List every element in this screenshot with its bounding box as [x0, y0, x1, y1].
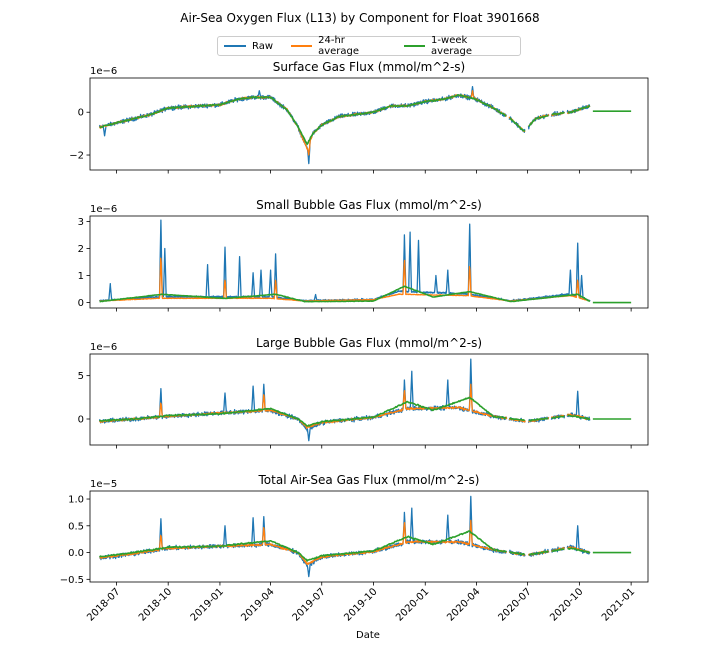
xtick-label: 2019-10 [342, 586, 379, 623]
panel-2-title: Small Bubble Gas Flux (mmol/m^2-s) [256, 198, 482, 212]
panel-4-ytick-label: −0.5 [60, 575, 84, 586]
xtick-label: 2019-04 [239, 586, 276, 623]
panel-1-series-1-week-average [99, 94, 591, 146]
panel-2-ytick-label: 0 [78, 298, 84, 309]
xtick-label: 2020-07 [496, 586, 533, 623]
panel-2-series-1-week-average [99, 285, 591, 303]
legend-item-1week: 1-week average [403, 35, 508, 57]
xtick-label: 2020-10 [548, 586, 585, 623]
xtick-label: 2020-01 [394, 586, 431, 623]
panel-3-series-raw [98, 358, 591, 442]
panel-2-scale-label: 1e−6 [90, 204, 117, 215]
panel-3-ytick-label: 0 [78, 415, 84, 426]
panel-3-scale-label: 1e−6 [90, 342, 117, 353]
panel-2-ytick-label: 1 [78, 271, 84, 282]
legend-label-raw: Raw [252, 40, 274, 52]
panel-2-ytick-label: 3 [78, 217, 84, 228]
panel-4-ytick-label: 1.0 [68, 495, 84, 506]
panel-4-series-24-hr-average [99, 519, 591, 565]
panel-4-scale-label: 1e−5 [90, 479, 117, 490]
panel-4-ytick-label: 0.0 [68, 548, 84, 559]
legend-swatch-raw [224, 45, 246, 47]
panel-1-ytick-label: 0 [78, 108, 84, 119]
panel-2-ytick-label: 2 [78, 244, 84, 255]
xtick-label: 2019-01 [189, 586, 226, 623]
x-axis-label: Date [356, 630, 380, 641]
legend-item-raw: Raw [224, 41, 273, 52]
panel-4-series-1-week-average [98, 530, 591, 562]
panel-1-series-raw [98, 85, 591, 165]
panel-3-title: Large Bubble Gas Flux (mmol/m^2-s) [256, 336, 482, 350]
panel-4-ytick-label: 0.5 [68, 521, 84, 532]
legend-swatch-1week [403, 45, 426, 47]
xtick-label: 2019-07 [291, 586, 328, 623]
panel-1-ytick-label: −2 [69, 151, 84, 162]
figure-title: Air-Sea Oxygen Flux (L13) by Component f… [180, 11, 540, 25]
xtick-label: 2020-04 [445, 586, 482, 623]
panel-3-ytick-label: 5 [78, 371, 84, 382]
legend-item-24hr: 24-hr average [291, 35, 386, 57]
legend-label-1week: 1-week average [431, 35, 472, 57]
xtick-label: 2018-10 [137, 586, 174, 623]
panel-2-series-raw [98, 219, 591, 302]
panel-3-frame [89, 353, 649, 446]
panel-2-frame [89, 215, 649, 309]
panel-1-frame [89, 77, 649, 171]
panel-3-series-1-week-average [99, 396, 591, 427]
xtick-label: 2021-01 [600, 586, 637, 623]
panel-1-scale-label: 1e−6 [90, 66, 117, 77]
legend-swatch-24hr [291, 45, 313, 47]
panel-1-title: Surface Gas Flux (mmol/m^2-s) [273, 60, 465, 74]
panel-4-frame [89, 490, 649, 583]
xtick-label: 2018-07 [85, 586, 122, 623]
panel-4-title: Total Air-Sea Gas Flux (mmol/m^2-s) [258, 473, 480, 487]
legend-label-24hr: 24-hr average [318, 35, 360, 57]
panel-4-series-raw [99, 495, 591, 578]
legend: Raw 24-hr average 1-week average [217, 35, 521, 57]
